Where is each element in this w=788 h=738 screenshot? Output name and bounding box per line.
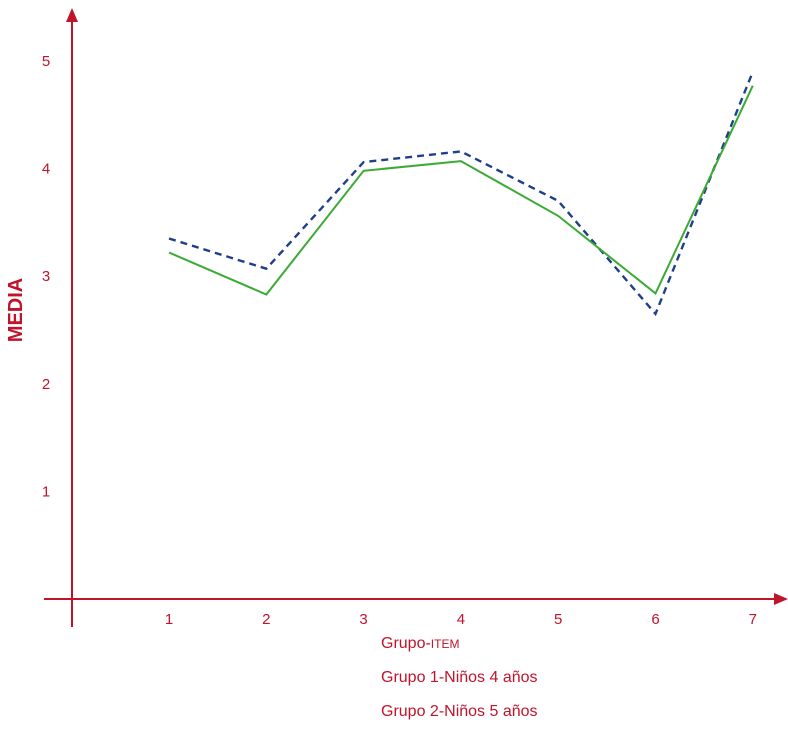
y-tick-label: 2 [42, 376, 50, 393]
legend-title: Grupo-ITEM [381, 636, 538, 655]
legend: Grupo-ITEM Grupo 1-Niños 4 años Grupo 2-… [381, 636, 538, 738]
x-tick-label: 6 [651, 611, 659, 628]
y-tick-label: 3 [42, 268, 50, 285]
x-tick-label: 1 [165, 611, 173, 628]
legend-title-suffix: ITEM [430, 637, 460, 651]
series-lines [168, 71, 754, 317]
tick-labels: 1 2 3 4 5 6 7 1 2 3 4 5 [42, 53, 757, 628]
legend-item-group-2: Grupo 2-Niños 5 años [381, 703, 538, 720]
y-axis-label: MEDIA [5, 278, 27, 342]
y-axis-arrow [66, 8, 78, 22]
x-tick-label: 7 [749, 611, 757, 628]
x-tick-label: 3 [359, 611, 367, 628]
y-tick-label: 4 [42, 161, 50, 178]
series-line-solid [168, 85, 754, 296]
x-tick-label: 5 [554, 611, 562, 628]
x-tick-label: 2 [262, 611, 270, 628]
series-line-dashed [168, 71, 754, 317]
legend-item-group-1: Grupo 1-Niños 4 años [381, 669, 538, 686]
x-axis-arrow [774, 593, 788, 605]
x-tick-label: 4 [457, 611, 465, 628]
legend-title-text: Grupo- [381, 635, 431, 652]
axes [44, 8, 788, 627]
y-tick-label: 1 [42, 483, 50, 500]
y-tick-label: 5 [42, 53, 50, 70]
